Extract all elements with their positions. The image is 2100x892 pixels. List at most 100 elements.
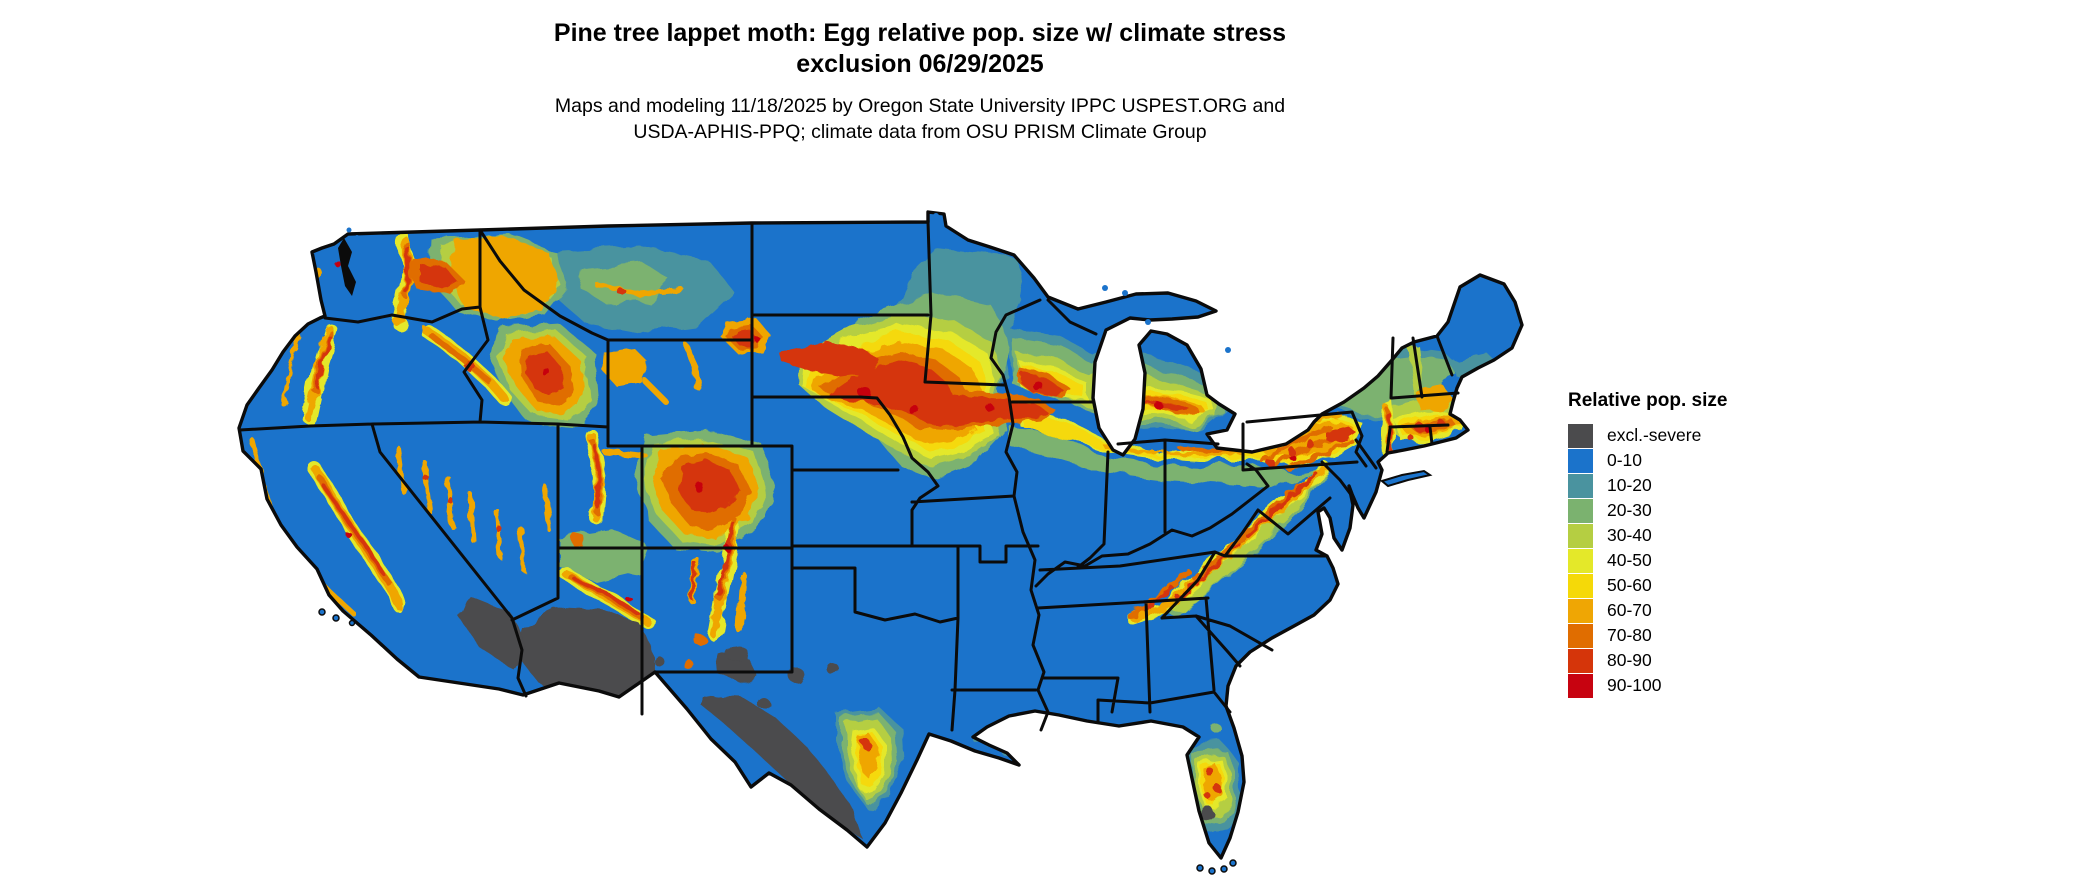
map-layer-80-90 [778,342,880,376]
map-layer-90-100 [755,337,761,343]
legend-item: 60-70 [1568,598,1727,623]
legend-label: 70-80 [1607,625,1652,645]
channel-islands [332,614,340,622]
map-layer-90-100 [1154,401,1162,409]
map-layer-80-90 [717,522,735,596]
long-island [1379,469,1433,488]
map-layer-90-100 [858,386,870,398]
map-layer-60-70 [736,572,748,634]
map-layer-80-90 [1288,448,1296,456]
legend-label: 0-10 [1607,450,1643,470]
map-layer-70-80 [429,333,493,385]
map-layer-80-90 [1386,412,1393,456]
legend-label: 10-20 [1607,475,1652,495]
map-layer-70-80 [694,634,706,646]
map-layer-80-90 [1246,472,1318,538]
map-layer-60-70 [395,445,407,495]
legend-swatch [1568,423,1593,448]
legend-label: excl.-severe [1607,425,1702,445]
florida-keys [1220,865,1228,873]
map-layer-80-90 [1407,434,1413,440]
map-layer-excluded [460,596,1213,838]
header: Pine tree lappet moth: Egg relative pop.… [20,18,1820,145]
legend-item: 50-60 [1568,573,1727,598]
florida-keys [1208,867,1216,875]
channel-islands [318,608,356,627]
map-layer-60-70 [593,281,685,297]
map-layer-90-100 [909,405,919,415]
map-layer-70-80 [683,659,693,669]
map-layer-80-90 [592,444,602,508]
map-layer-90-100 [335,261,341,267]
map-layer-80-90 [1266,458,1274,466]
map-layer-80-90 [618,288,626,296]
legend-label: 40-50 [1607,550,1652,570]
map-layer-excluded [1199,805,1213,819]
map-layer-80-90 [861,739,871,749]
florida-keys [1196,864,1204,872]
legend-swatch [1568,623,1593,648]
legend-swatch [1568,673,1593,698]
puget-sound [338,238,356,296]
map-layer-60-70 [282,333,300,407]
map-layer-80-90 [1306,440,1314,448]
map-layer-70-80 [1259,425,1333,463]
map-title-line1: Pine tree lappet moth: Egg relative pop.… [553,19,1287,47]
legend-item: 20-30 [1568,498,1727,523]
lake-speck [1225,347,1231,353]
map-layer-excluded [718,654,756,684]
legend-item: 40-50 [1568,548,1727,573]
channel-islands [318,608,326,616]
map-layer-excluded [655,657,665,667]
map-layer-80-90 [495,525,501,531]
map-layer-60-70 [517,525,527,573]
legend-swatch [1568,598,1593,623]
legend-item: 10-20 [1568,473,1727,498]
map-layer-90-100 [627,597,633,603]
map-layer-60-70 [493,507,503,559]
florida-keys [1196,859,1237,875]
map-layer-60-70 [1414,384,1452,412]
legend-swatch [1568,523,1593,548]
map-layer-80-90 [420,264,456,288]
map-small-features [318,213,1433,875]
map-layer-80-90 [403,246,410,292]
legend-item: 80-90 [1568,648,1727,673]
legend-label: 60-70 [1607,600,1652,620]
map-layer-80-90 [447,497,453,503]
map-layer-excluded [756,696,768,708]
island-dot [355,235,359,239]
map-layer-20-30 [1213,725,1223,735]
legend-swatch [1568,548,1593,573]
legend-swatch [1568,473,1593,498]
island-dot [346,227,352,233]
map-layer-80-90 [574,578,640,616]
legend-items: excl.-severe 0-10 10-20 20-30 30-40 40-50 50-6… [1568,423,1727,698]
map-layer-60-70 [602,348,648,386]
legend-label: 20-30 [1607,500,1652,520]
map-layer-80-90 [678,460,740,514]
map-layer-60-70 [541,483,553,533]
map-layer-excluded [727,644,747,664]
map-layer-60-70 [641,377,669,405]
legend-label: 30-40 [1607,525,1652,545]
map-layer-90-100 [695,483,705,493]
legend-item: 0-10 [1568,448,1727,473]
map-layer-60-70 [683,343,701,391]
map-layer-80-90 [322,484,386,576]
legend-item: 30-40 [1568,523,1727,548]
map-layer-30-40 [1408,345,1422,398]
map-layer-90-100 [542,368,550,376]
map-layer-80-90 [1144,586,1174,612]
map-layer-90-100 [1424,426,1430,432]
state-borders [238,220,1460,732]
map-layer-90-100 [1033,381,1043,391]
map-layer-excluded [826,662,838,674]
map-layer-60-70 [602,448,648,460]
map-layer-80-90 [1206,768,1214,776]
legend-swatch [1568,648,1593,673]
lake-speck [1145,319,1151,325]
legend-swatch [1568,573,1593,598]
map-layer-70-80 [1285,439,1355,471]
legend-item: 90-100 [1568,673,1727,698]
